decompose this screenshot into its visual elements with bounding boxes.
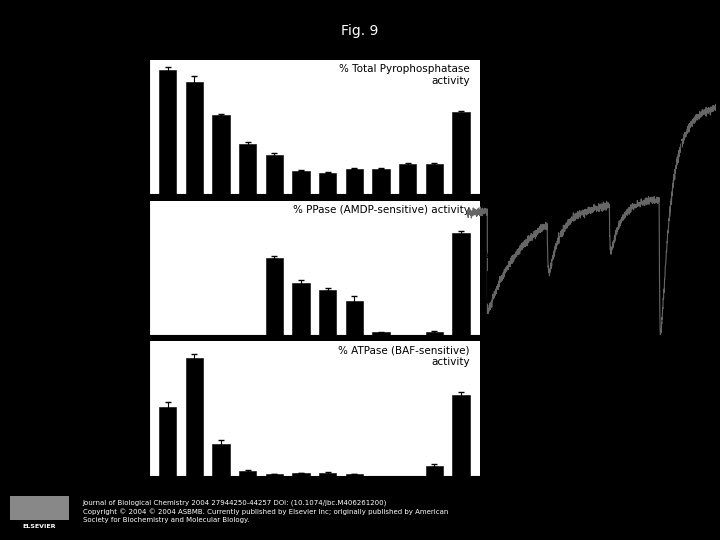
Text: PP$_i$: PP$_i$ <box>602 144 618 157</box>
Text: Fig. 9: Fig. 9 <box>341 24 379 38</box>
Bar <box>346 301 363 335</box>
Text: % Total Pyrophosphatase
activity: % Total Pyrophosphatase activity <box>339 64 469 86</box>
Bar <box>319 173 336 194</box>
Bar <box>346 474 363 476</box>
Text: A: A <box>122 42 136 59</box>
Bar <box>426 465 443 476</box>
Bar <box>292 473 310 476</box>
Text: % ATPase (BAF-sensitive)
activity: % ATPase (BAF-sensitive) activity <box>338 346 469 367</box>
Bar <box>159 407 176 476</box>
Bar <box>266 258 283 335</box>
Bar <box>372 332 390 335</box>
Bar <box>266 474 283 476</box>
Text: 0.02u abs: 0.02u abs <box>554 353 603 363</box>
Bar <box>372 169 390 194</box>
Text: NH$_4$Cl: NH$_4$Cl <box>654 139 684 153</box>
Bar <box>11 496 69 521</box>
Bar <box>319 289 336 335</box>
Bar <box>212 444 230 476</box>
Text: ELSEVIER: ELSEVIER <box>23 523 56 529</box>
Bar <box>186 82 203 194</box>
Bar <box>452 395 469 476</box>
Bar <box>266 156 283 194</box>
Bar <box>426 332 443 335</box>
Bar <box>292 171 310 194</box>
Bar <box>239 470 256 476</box>
Bar <box>452 112 469 194</box>
Bar <box>346 169 363 194</box>
Bar <box>159 70 176 194</box>
Bar <box>452 233 469 335</box>
Bar <box>319 473 336 476</box>
Bar <box>212 115 230 194</box>
Text: Journal of Biological Chemistry 2004 27944250-44257 DOI: (10.1074/jbc.M406261200: Journal of Biological Chemistry 2004 279… <box>83 500 448 523</box>
Text: 1min: 1min <box>582 382 607 392</box>
Bar <box>399 164 416 194</box>
Text: % PPase (AMDP-sensitive) activity: % PPase (AMDP-sensitive) activity <box>293 205 469 215</box>
Text: ATP: ATP <box>540 169 557 179</box>
Bar <box>186 358 203 476</box>
X-axis label: Fraction: Fraction <box>291 500 338 513</box>
Text: AO: AO <box>482 252 497 262</box>
Bar <box>292 283 310 335</box>
Bar <box>426 164 443 194</box>
Text: B: B <box>453 161 467 180</box>
Bar <box>239 144 256 194</box>
